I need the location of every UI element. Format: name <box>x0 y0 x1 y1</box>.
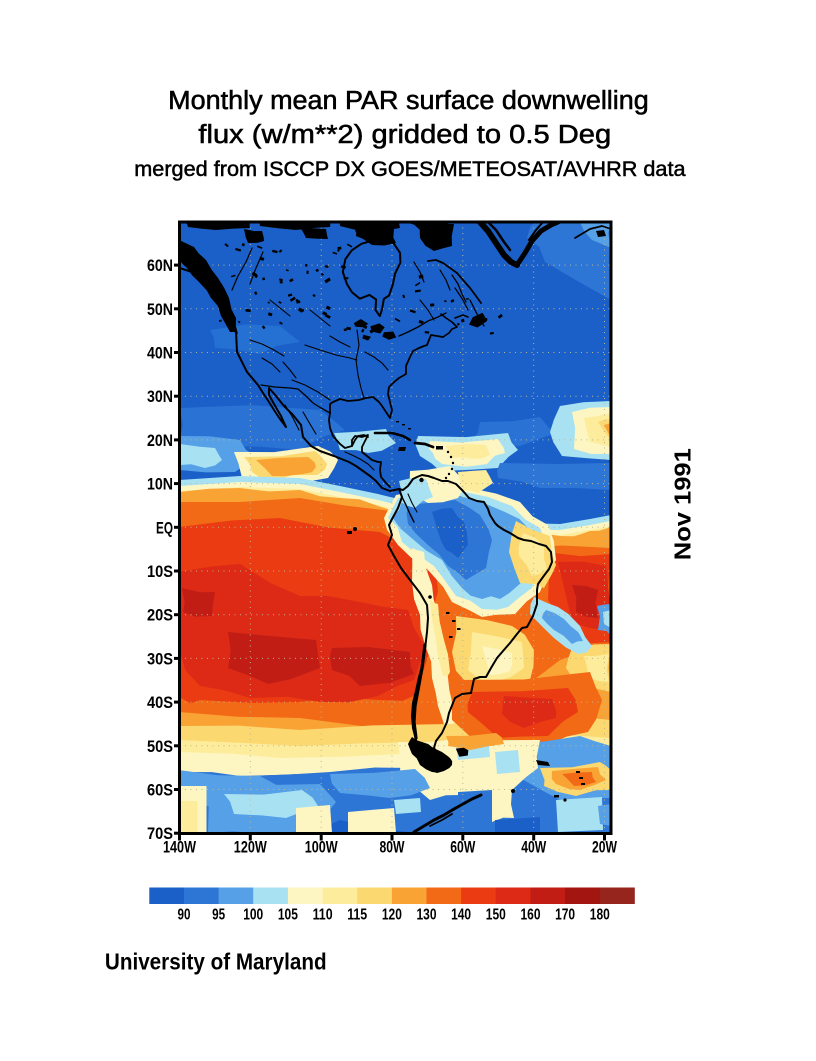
svg-text:Nov 1991: Nov 1991 <box>670 448 696 560</box>
svg-text:70S: 70S <box>147 825 173 843</box>
svg-text:140: 140 <box>451 907 471 924</box>
svg-text:100W: 100W <box>305 839 338 857</box>
svg-text:170: 170 <box>555 907 575 924</box>
svg-text:40N: 40N <box>147 345 173 363</box>
svg-text:140W: 140W <box>163 839 196 857</box>
svg-text:20W: 20W <box>592 839 617 857</box>
svg-text:110: 110 <box>313 907 333 924</box>
svg-text:150: 150 <box>486 907 506 924</box>
svg-text:flux (w/m**2) gridded to 0.5 D: flux (w/m**2) gridded to 0.5 Deg <box>198 121 611 149</box>
svg-text:120W: 120W <box>234 839 267 857</box>
svg-text:40W: 40W <box>521 839 546 857</box>
svg-text:115: 115 <box>347 907 367 924</box>
svg-text:University of Maryland: University of Maryland <box>105 949 327 975</box>
svg-text:30S: 30S <box>147 650 173 668</box>
svg-text:60W: 60W <box>450 839 475 857</box>
svg-text:10S: 10S <box>147 563 173 581</box>
svg-text:105: 105 <box>278 907 298 924</box>
svg-text:95: 95 <box>212 907 225 924</box>
svg-text:60N: 60N <box>147 257 173 275</box>
svg-text:130: 130 <box>417 907 437 924</box>
svg-text:EQ: EQ <box>156 519 173 537</box>
svg-text:20S: 20S <box>147 607 173 625</box>
svg-text:180: 180 <box>590 907 610 924</box>
svg-text:50N: 50N <box>147 301 173 319</box>
svg-text:50S: 50S <box>147 738 173 756</box>
svg-text:Monthly mean PAR surface downw: Monthly mean PAR surface downwelling <box>168 87 649 115</box>
svg-text:merged from ISCCP DX GOES/METE: merged from ISCCP DX GOES/METEOSAT/AVHRR… <box>134 158 686 181</box>
svg-text:160: 160 <box>521 907 541 924</box>
svg-text:90: 90 <box>178 907 191 924</box>
svg-text:60S: 60S <box>147 782 173 800</box>
svg-text:30N: 30N <box>147 388 173 406</box>
svg-text:80W: 80W <box>380 839 405 857</box>
svg-text:100: 100 <box>243 907 263 924</box>
svg-text:120: 120 <box>382 907 402 924</box>
svg-text:20N: 20N <box>147 432 173 450</box>
svg-text:10N: 10N <box>147 476 173 494</box>
svg-text:40S: 40S <box>147 694 173 712</box>
